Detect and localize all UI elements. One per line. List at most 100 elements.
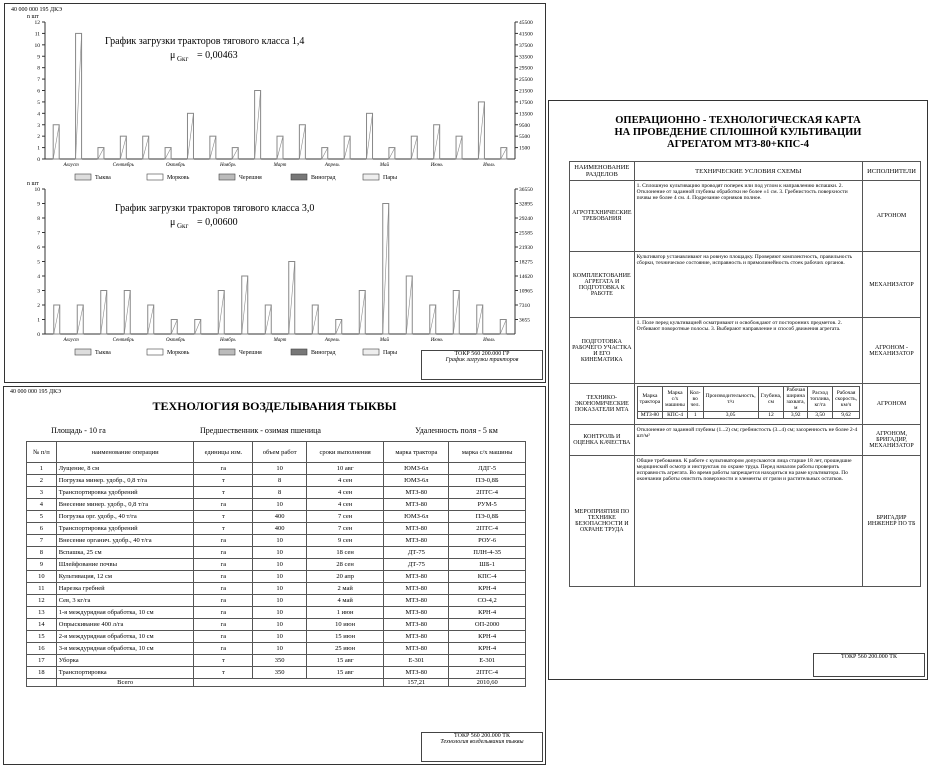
cell: га [193, 534, 254, 547]
cell: 3-я междурядная обработка, 10 см [55, 642, 195, 655]
total-value: 157,21 [383, 678, 450, 687]
section-row: КОМПЛЕКТОВАНИЕ АГРЕГАТА И ПОДГОТОВКА К Р… [569, 251, 921, 318]
title-line: АГРЕГАТОМ МТЗ-80+КПС-4 [667, 139, 809, 150]
tech-head-cell: Рабочая скорость, км/ч [832, 386, 860, 412]
area: Площадь - 10 га [51, 426, 106, 435]
table-row: 5 Погрузка орг. удобр., 40 т/га т 400 7 сен Ю… [26, 510, 526, 523]
hatch [100, 290, 108, 335]
cell: 4 май [305, 594, 385, 607]
text: 1. Поле перед культивацией осматривают и… [636, 320, 842, 332]
tech-cell: 1 [686, 411, 704, 419]
cell: ОП-2000 [448, 618, 526, 631]
y2-tick-label: 25585 [519, 231, 533, 237]
y-tick-label: 3 [37, 123, 40, 129]
cell: МТЗ-80 [383, 606, 450, 619]
tech-head: Марка трактора Марка с/х машины Кол-во чел… [636, 386, 860, 412]
section-name: АГРОТЕХНИЧЕСКИЕ ТРЕБОВАНИЯ [569, 180, 635, 252]
cell: МТЗ-80 [383, 630, 450, 643]
hatch [97, 147, 105, 160]
y-tick-label: 3 [37, 289, 40, 295]
section-row: КОНТРОЛЬ И ОЦЕНКА КАЧЕСТВА Отклонение от … [569, 424, 921, 456]
cell: МТЗ-80 [383, 498, 450, 511]
map-table: НАИМЕНОВАНИЕ РАЗДЕЛОВ ТЕХНИЧЕСКИЕ УСЛОВИЯ… [569, 161, 921, 587]
y-tick-label: 6 [37, 245, 40, 251]
y-tick-label: 0 [37, 157, 40, 163]
cell: ШБ-1 [448, 558, 526, 571]
stamp-title: Технология возделывания тыквы [440, 739, 524, 745]
legend-swatch [290, 173, 308, 181]
cell: РУМ-5 [448, 498, 526, 511]
cell: 2-я междурядная обработка, 10 см [55, 630, 195, 643]
text: 1. Сплошную культивацию проводят поперек… [636, 183, 848, 201]
cell: Транспортировка удобрений [55, 486, 195, 499]
table-sheet: 40 000 000 195 ДКЭ ТЕХНОЛОГИЯ ВОЗДЕЛЫВАН… [3, 386, 546, 765]
y-tick-label: 5 [37, 100, 40, 106]
legend-label: Черешня [239, 175, 262, 181]
y-tick-label: 0 [37, 332, 40, 338]
section-text: 1. Сплошную культивацию проводят поперек… [633, 180, 864, 252]
y-tick-label: 7 [37, 77, 40, 83]
cell: Погрузка орг. удобр., 40 т/га [55, 510, 195, 523]
y-tick-label: 10 [35, 187, 41, 193]
hatch [288, 261, 296, 335]
hatch [170, 319, 178, 335]
cell: 8 [252, 474, 307, 487]
y-tick-label: 11 [35, 31, 41, 37]
cell: МТЗ-80 [383, 486, 450, 499]
cell: 4 сен [305, 474, 385, 487]
distance: Удаленность поля - 5 км [415, 426, 498, 435]
table-row: 6 Транспортировка удобрений т 400 7 сен МТЗ-8… [26, 522, 526, 535]
table-row: 17 Уборка т 350 15 авг Е-301 Е-301 [26, 654, 526, 667]
cell: т [193, 486, 254, 499]
table-row: 10 Культивация, 12 см га 10 20 апр МТЗ-80 КПС-… [26, 570, 526, 583]
cell: 2 [26, 474, 57, 487]
hatch [52, 124, 60, 160]
cell: ПЭ-0,8Б [448, 474, 526, 487]
cell: га [193, 594, 254, 607]
hatch [455, 136, 463, 160]
table-row: 9 Шлейфование почвы га 10 28 сен ДТ-75 ШБ-1 [26, 558, 526, 571]
y2-tick-label: 3655 [519, 318, 530, 324]
section-name: КОМПЛЕКТОВАНИЕ АГРЕГАТА И ПОДГОТОВКА К Р… [569, 251, 635, 318]
y-tick-label: 4 [37, 274, 40, 280]
cell: КРН-4 [448, 606, 526, 619]
tech-cell: 9,62 [832, 411, 860, 419]
cell: Внесение органич. удобр., 40 т/га [55, 534, 195, 547]
legend-swatch [74, 173, 92, 181]
cell: 350 [252, 654, 307, 667]
month: Июль [482, 163, 495, 168]
cell: 350 [252, 666, 307, 679]
executor: АГРОНОМ, БРИГАДИР, МЕХАНИЗАТОР [862, 424, 921, 456]
cell: МТЗ-80 [383, 642, 450, 655]
cell: га [193, 582, 254, 595]
coef-symbol: μ [170, 217, 175, 228]
tech-head-cell: Производительность, т/ч [702, 386, 759, 412]
predecessor: Предшественник - озимая пшеница [199, 426, 321, 435]
y2-tick-label: 14620 [519, 274, 533, 280]
y-tick-label: 1 [37, 146, 40, 152]
cell: МТЗ-80 [383, 522, 450, 535]
month: Март [273, 338, 287, 343]
stamp: ТОКР 560 200.000 ТК Технология возделыва… [421, 732, 543, 762]
chart-sheet: 40 000 000 195 ДКЭ n шт 0 1 2 3 4 5 6 7 8 9 10 11 12 15… [4, 3, 546, 383]
cell: МТЗ-80 [383, 594, 450, 607]
section-text: Марка трактора Марка с/х машины Кол-во чел… [633, 383, 864, 425]
table-row: 15 2-я междурядная обработка, 10 см га 10 15… [26, 630, 526, 643]
cell: т [193, 666, 254, 679]
y2-tick-label: 37500 [519, 43, 533, 49]
hatch [231, 147, 239, 160]
tech-head-cell: Марка трактора [636, 386, 664, 412]
header-cell: № п/п [26, 441, 57, 463]
y2-tick-label: 17500 [519, 100, 533, 106]
tech-head-cell: Расход топлива, кг/га [807, 386, 834, 412]
sheet-code: 40 000 000 195 ДКЭ [10, 389, 62, 395]
legend-swatch [362, 348, 380, 356]
cell: Культивация, 12 см [55, 570, 195, 583]
section-text: Общие требования. К работе с культиватор… [633, 455, 864, 587]
coef-value: = 0,00600 [197, 217, 238, 228]
map-sheet: ОПЕРАЦИОННО - ТЕХНОЛОГИЧЕСКАЯ КАРТА НА ПР… [548, 100, 928, 680]
hatch [429, 304, 437, 335]
hatch [499, 319, 507, 335]
hatch [366, 113, 373, 160]
